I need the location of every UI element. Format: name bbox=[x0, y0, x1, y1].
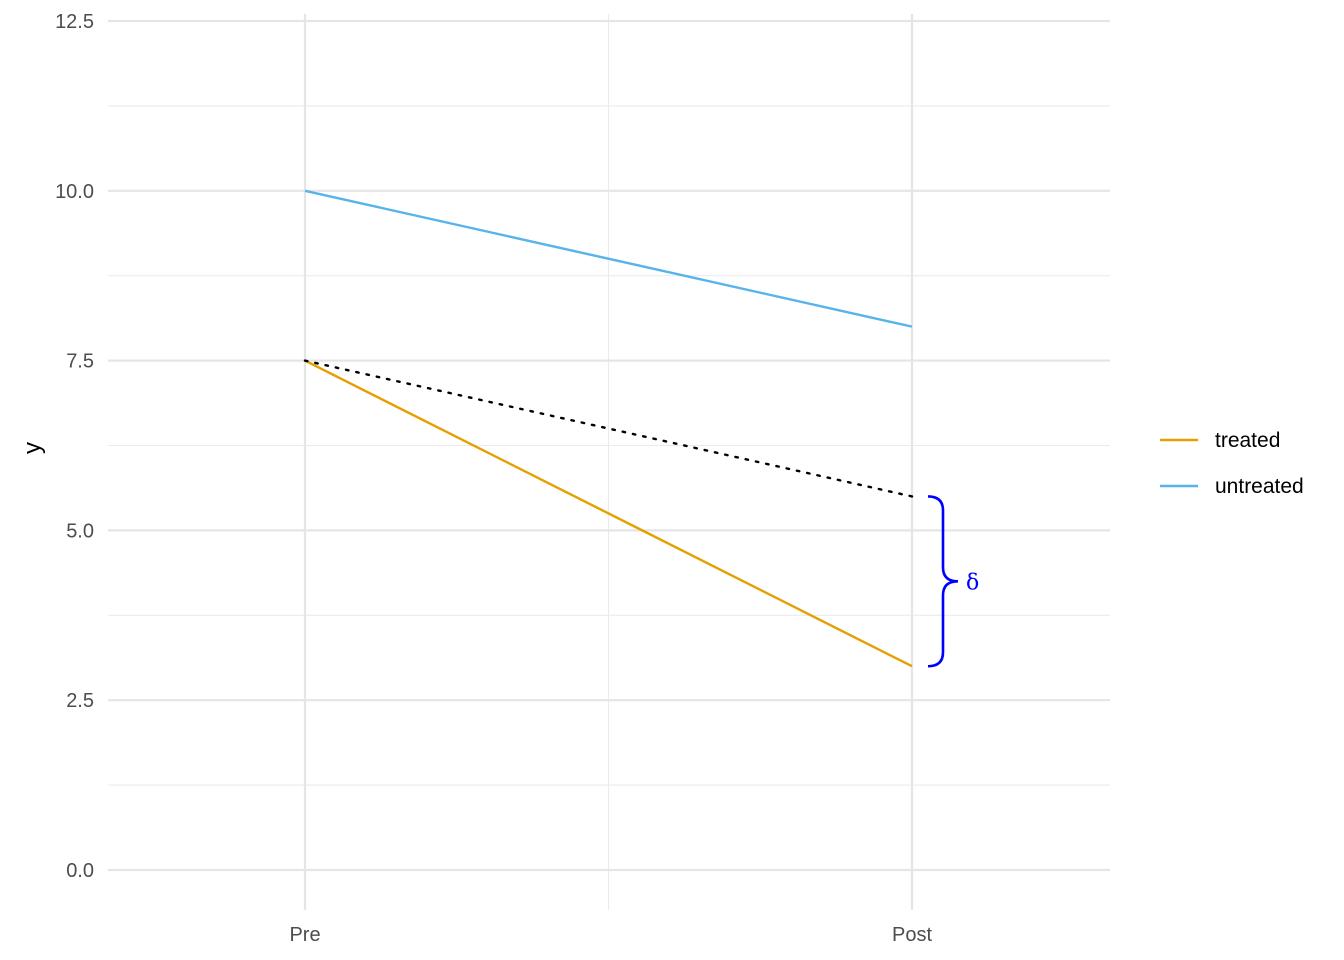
y-tick-label: 7.5 bbox=[66, 351, 94, 373]
delta-annotation: δ bbox=[927, 495, 979, 668]
y-tick-label: 5.0 bbox=[66, 520, 94, 542]
y-tick-label: 12.5 bbox=[55, 11, 94, 33]
y-tick-labels: 0.0 2.5 5.0 7.5 10.0 12.5 bbox=[55, 11, 94, 882]
legend: treated untreated bbox=[1160, 429, 1304, 498]
series-lines bbox=[303, 189, 914, 668]
x-tick-labels: Pre Post bbox=[289, 924, 932, 946]
x-tick-label: Post bbox=[892, 924, 932, 946]
legend-label-treated: treated bbox=[1215, 429, 1280, 452]
y-tick-label: 10.0 bbox=[55, 181, 94, 203]
series-line-treated bbox=[304, 359, 913, 668]
x-tick-label: Pre bbox=[289, 924, 320, 946]
delta-label: δ bbox=[966, 570, 979, 595]
y-axis-title: y bbox=[19, 442, 46, 454]
legend-label-untreated: untreated bbox=[1215, 475, 1304, 498]
delta-brace bbox=[927, 495, 959, 668]
y-tick-label: 2.5 bbox=[66, 690, 94, 712]
series-line-untreated bbox=[304, 189, 913, 328]
grid bbox=[108, 14, 1110, 910]
y-tick-label: 0.0 bbox=[66, 860, 94, 882]
